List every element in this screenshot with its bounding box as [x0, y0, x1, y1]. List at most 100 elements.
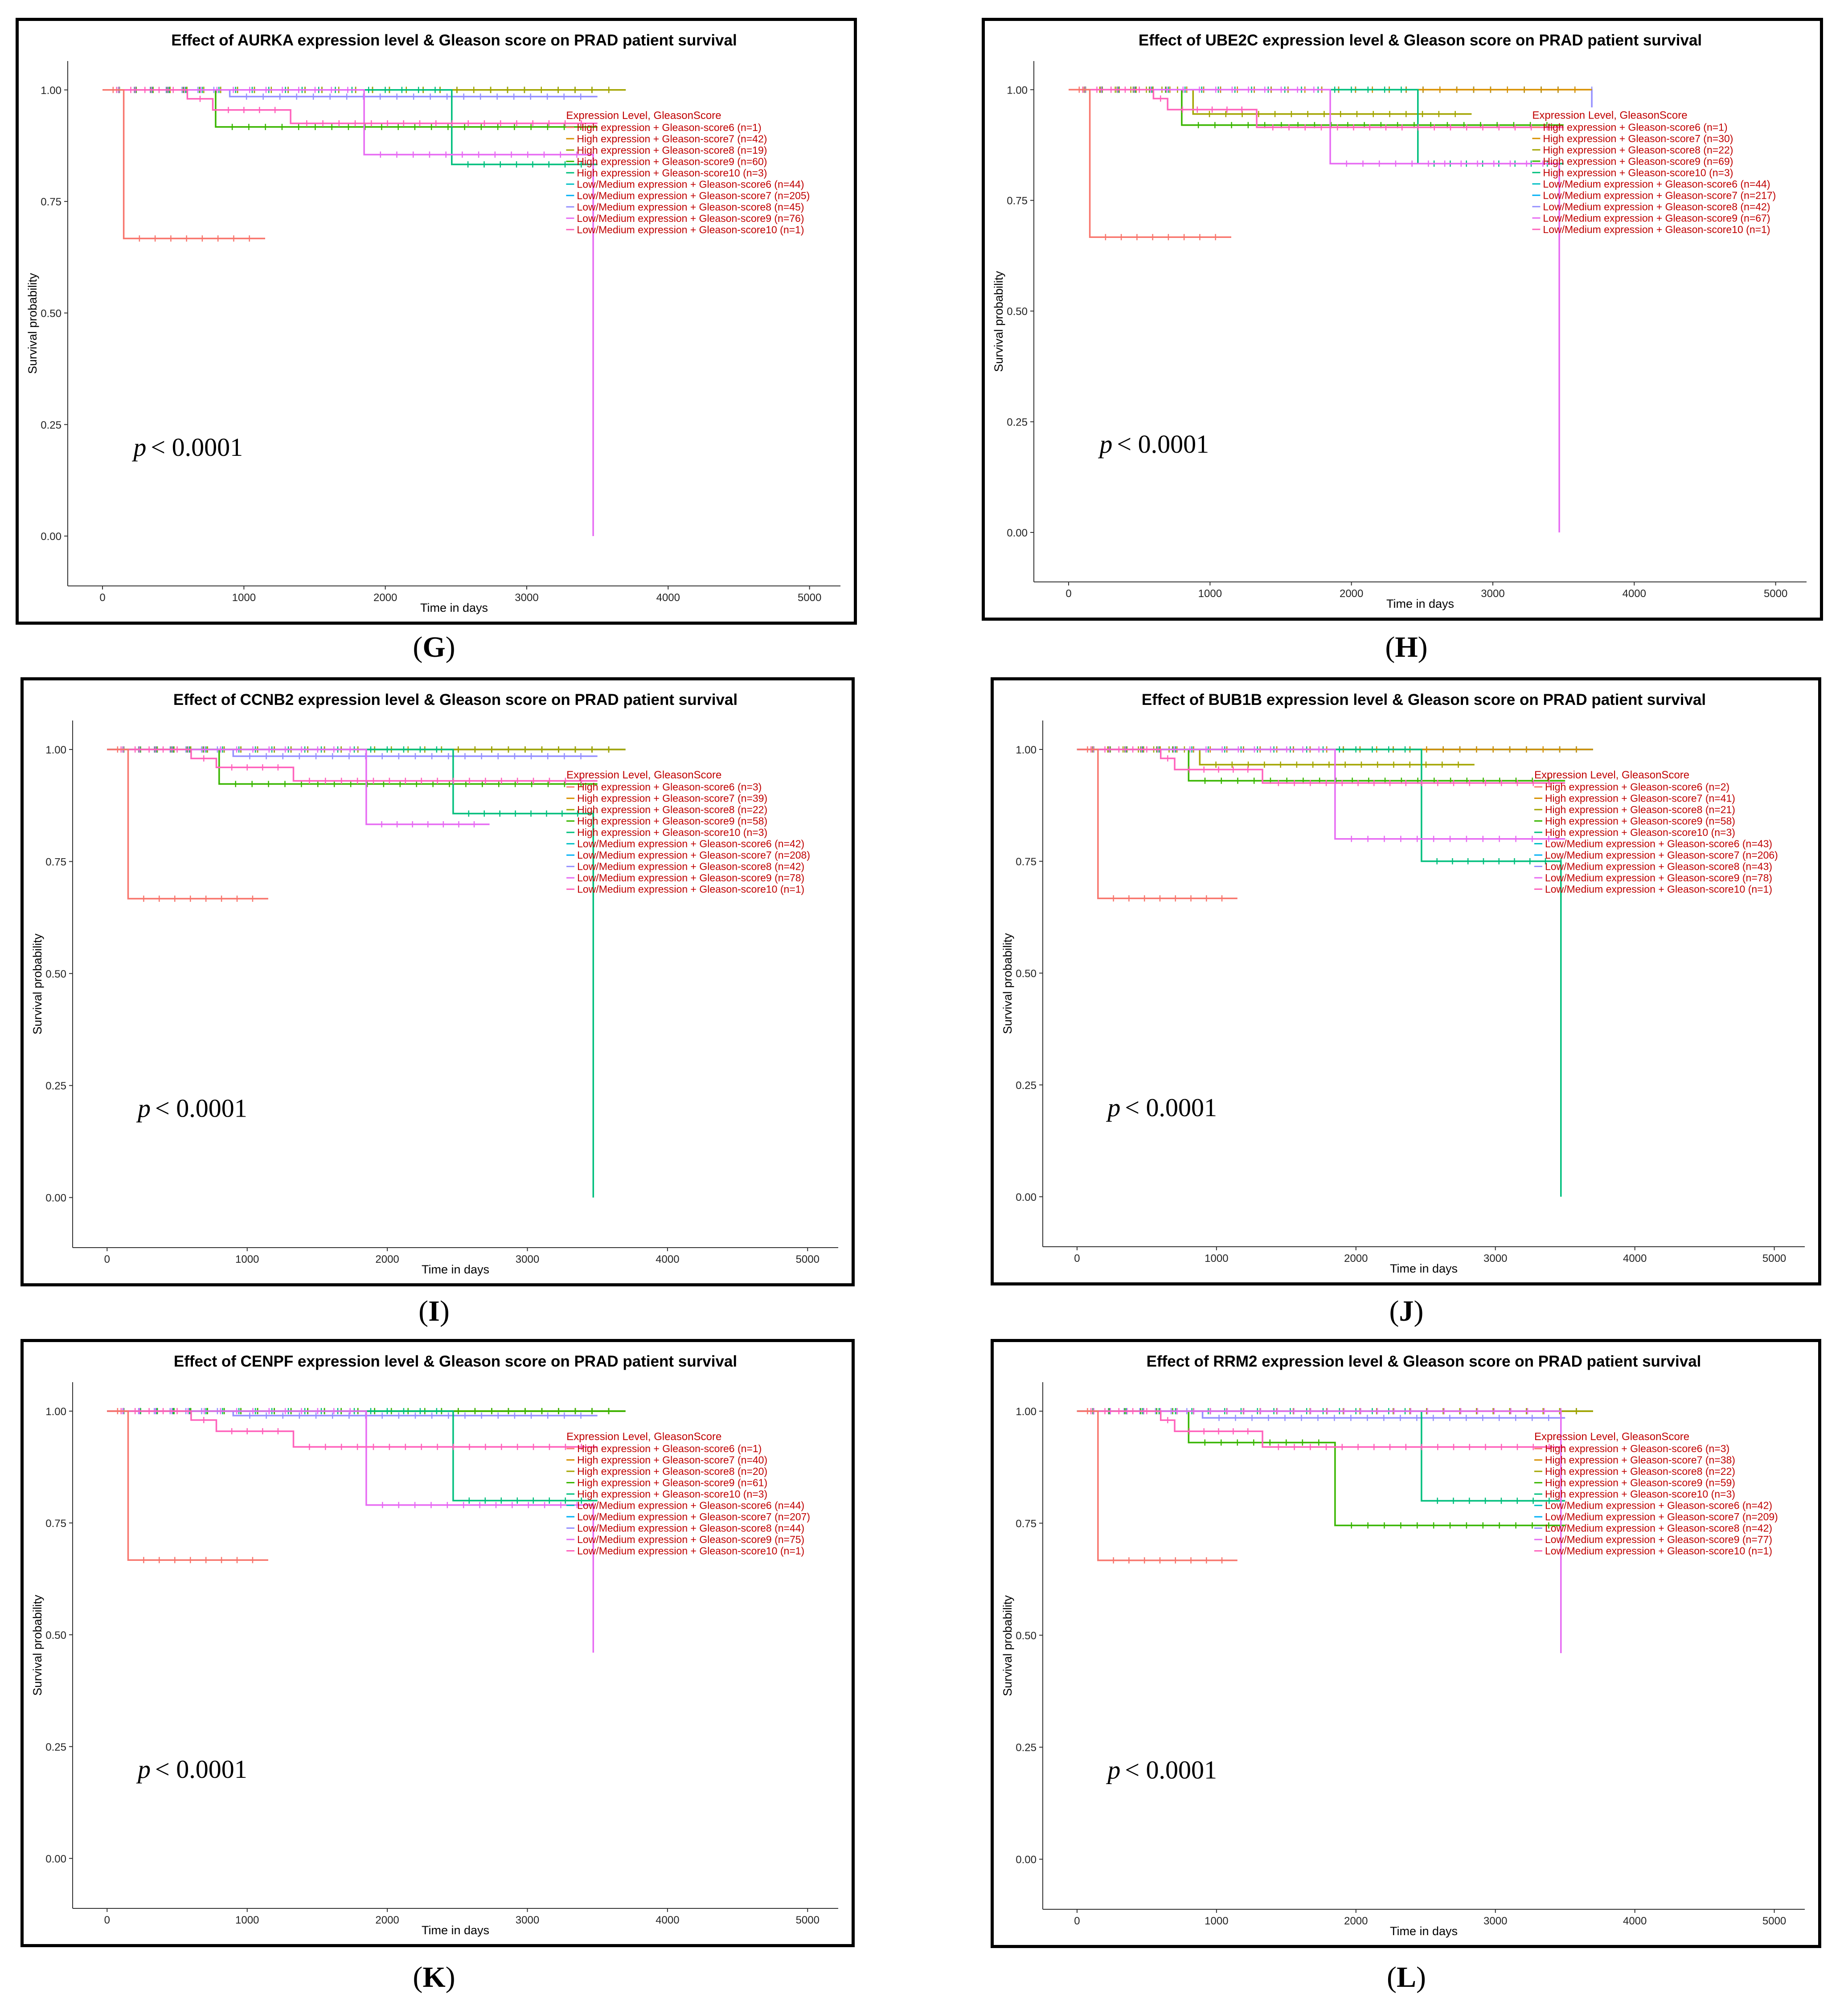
x-tick-label: 1000	[1205, 1915, 1228, 1927]
x-tick-label: 4000	[656, 1914, 679, 1926]
y-tick-label: 1.00	[45, 744, 66, 756]
x-tick-label: 4000	[656, 592, 680, 604]
p-value-annotation: p < 0.0001	[1106, 1093, 1217, 1122]
legend-entry-1: High expression + Gleason-score6 (n=1)	[577, 1443, 762, 1454]
survival-curve-3	[1069, 89, 1472, 115]
x-tick-label: 0	[1074, 1253, 1080, 1265]
panel-label-i: (I)	[418, 1295, 450, 1327]
p-value-text: < 0.0001	[155, 1094, 247, 1123]
legend-entry-8: Low/Medium expression + Gleason-score8 (…	[1545, 1523, 1772, 1534]
y-tick-label: 0.25	[41, 419, 61, 431]
legend-entry-10: Low/Medium expression + Gleason-score10 …	[577, 224, 804, 235]
legend-entry-6: Low/Medium expression + Gleason-score6 (…	[577, 1499, 804, 1511]
x-tick-label: 1000	[1198, 588, 1222, 600]
y-tick-label: 0.00	[41, 531, 61, 543]
survival-curve-8	[102, 89, 598, 98]
legend-entry-5: High expression + Gleason-score10 (n=3)	[1543, 167, 1733, 178]
x-axis-label: Time in days	[1390, 1924, 1458, 1938]
y-tick-label: 0.75	[45, 856, 66, 868]
survival-curve-1	[107, 749, 268, 900]
chart-title: Effect of UBE2C expression level & Gleas…	[1139, 32, 1702, 49]
legend-entry-10: Low/Medium expression + Gleason-score10 …	[577, 884, 804, 895]
legend-entry-3: High expression + Gleason-score8 (n=22)	[1545, 1465, 1735, 1477]
legend-entry-5: High expression + Gleason-score10 (n=3)	[1545, 1488, 1735, 1500]
x-tick-label: 5000	[1762, 1915, 1786, 1927]
legend-entry-3: High expression + Gleason-score8 (n=20)	[577, 1465, 767, 1477]
chart-title: Effect of AURKA expression level & Gleas…	[171, 32, 737, 49]
panel-label-h: (H)	[1385, 631, 1428, 663]
p-value-text: < 0.0001	[1125, 1756, 1217, 1785]
legend-entry-9: Low/Medium expression + Gleason-score9 (…	[1545, 872, 1772, 884]
y-tick-label: 0.25	[1016, 1742, 1037, 1754]
legend-entry-4: High expression + Gleason-score9 (n=58)	[577, 815, 767, 827]
chart-title: Effect of BUB1B expression level & Gleas…	[1142, 691, 1706, 708]
legend-title: Expression Level, GleasonScore	[1532, 109, 1687, 121]
legend-title: Expression Level, GleasonScore	[566, 769, 721, 781]
y-tick-label: 0.50	[45, 1629, 66, 1641]
p-value-annotation: p < 0.0001	[1098, 430, 1209, 458]
legend-entry-10: Low/Medium expression + Gleason-score10 …	[577, 1545, 804, 1556]
survival-curve-3	[1077, 749, 1475, 765]
p-value-symbol: p	[1106, 1093, 1120, 1122]
x-tick-label: 3000	[516, 1253, 539, 1265]
legend-entry-6: Low/Medium expression + Gleason-score6 (…	[1545, 1500, 1772, 1511]
legend-entry-4: High expression + Gleason-score9 (n=58)	[1545, 815, 1735, 827]
legend-entry-2: High expression + Gleason-score7 (n=40)	[577, 1454, 767, 1465]
chart-l: Effect of RRM2 expression level & Gleaso…	[1001, 1353, 1805, 1938]
p-value-symbol: p	[136, 1755, 151, 1784]
x-axis-label: Time in days	[1390, 1262, 1458, 1275]
y-tick-label: 1.00	[1016, 1406, 1037, 1418]
x-tick-label: 0	[104, 1914, 110, 1926]
chart-k: Effect of CENPF expression level & Gleas…	[31, 1353, 838, 1937]
legend-entry-2: High expression + Gleason-score7 (n=42)	[577, 133, 767, 144]
p-value-symbol: p	[1098, 430, 1112, 458]
panel-g: Effect of AURKA expression level & Gleas…	[16, 18, 857, 625]
y-tick-label: 0.00	[1016, 1191, 1037, 1203]
legend-entry-9: Low/Medium expression + Gleason-score9 (…	[1545, 1534, 1772, 1545]
legend-entry-2: High expression + Gleason-score7 (n=41)	[1545, 792, 1735, 804]
p-value-text: < 0.0001	[1117, 430, 1209, 458]
panel-h: Effect of UBE2C expression level & Gleas…	[982, 18, 1823, 621]
y-tick-label: 1.00	[1007, 84, 1028, 96]
x-tick-label: 1000	[235, 1914, 259, 1926]
p-value-annotation: p < 0.0001	[1106, 1756, 1217, 1785]
legend-entry-5: High expression + Gleason-score10 (n=3)	[1545, 827, 1735, 838]
legend-entry-10: Low/Medium expression + Gleason-score10 …	[1543, 224, 1770, 235]
survival-curve-5	[107, 749, 594, 1198]
survival-curve-10	[102, 89, 598, 124]
survival-curve-9	[1077, 749, 1565, 840]
y-tick-label: 0.50	[1007, 306, 1028, 318]
x-tick-label: 3000	[1483, 1253, 1507, 1265]
legend-entry-5: High expression + Gleason-score10 (n=3)	[577, 827, 767, 838]
x-tick-label: 0	[99, 592, 105, 604]
panel-label-k: (K)	[413, 1961, 455, 1994]
chart-i: Effect of CCNB2 expression level & Gleas…	[31, 691, 838, 1276]
x-tick-label: 2000	[1344, 1253, 1368, 1265]
x-tick-label: 5000	[1762, 1253, 1786, 1265]
y-tick-label: 0.50	[41, 307, 61, 319]
p-value-text: < 0.0001	[155, 1755, 247, 1784]
y-tick-label: 0.25	[45, 1741, 66, 1753]
legend-entry-9: Low/Medium expression + Gleason-score9 (…	[577, 872, 804, 884]
y-tick-label: 0.50	[1016, 1630, 1037, 1642]
legend-entry-1: High expression + Gleason-score6 (n=2)	[1545, 781, 1729, 793]
legend-entry-7: Low/Medium expression + Gleason-score7 (…	[1545, 849, 1778, 861]
y-tick-label: 0.75	[1016, 1518, 1037, 1530]
survival-curve-1	[102, 89, 265, 239]
legend-entry-7: Low/Medium expression + Gleason-score7 (…	[1545, 1511, 1778, 1523]
legend-entry-2: High expression + Gleason-score7 (n=39)	[577, 793, 767, 804]
panel-k: Effect of CENPF expression level & Gleas…	[20, 1339, 855, 1947]
legend-entry-4: High expression + Gleason-score9 (n=60)	[577, 156, 767, 167]
x-tick-label: 2000	[1344, 1915, 1368, 1927]
y-tick-label: 0.00	[45, 1853, 66, 1865]
chart-h: Effect of UBE2C expression level & Gleas…	[992, 32, 1807, 610]
legend-entry-8: Low/Medium expression + Gleason-score8 (…	[577, 201, 804, 213]
chart-g: Effect of AURKA expression level & Gleas…	[26, 32, 840, 614]
x-tick-label: 1000	[232, 592, 256, 604]
y-axis-label: Survival probability	[31, 1595, 44, 1696]
survival-curve-10	[1077, 749, 1565, 784]
y-tick-label: 0.25	[45, 1080, 66, 1092]
x-tick-label: 2000	[373, 592, 397, 604]
y-tick-label: 0.75	[1007, 195, 1028, 207]
survival-curve-10	[1069, 89, 1564, 128]
